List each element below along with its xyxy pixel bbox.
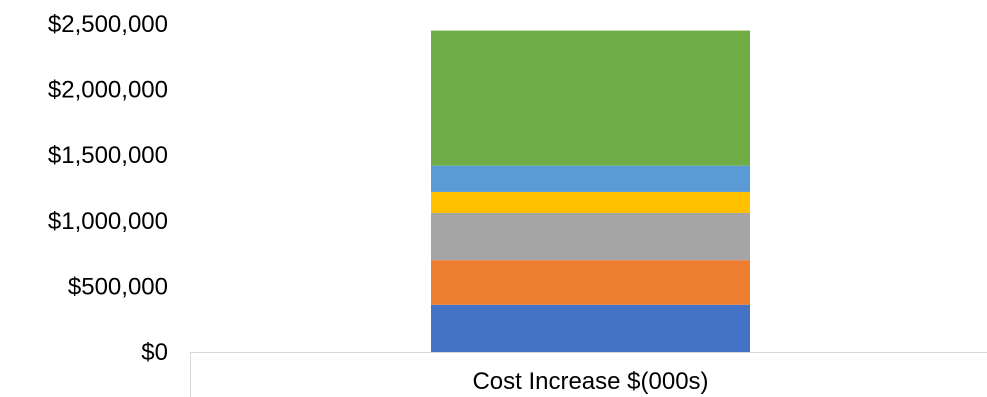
y-tick-label: $1,000,000 bbox=[48, 208, 168, 235]
bar-segment-3 bbox=[431, 212, 750, 261]
y-tick-label: $500,000 bbox=[68, 273, 168, 300]
bar-segment-2 bbox=[431, 260, 750, 305]
bar-segment-6 bbox=[431, 30, 750, 166]
y-tick-label: $1,500,000 bbox=[48, 142, 168, 169]
y-tick-label: $2,000,000 bbox=[48, 77, 168, 104]
x-category-label: Cost Increase $(000s) bbox=[472, 368, 708, 395]
bar-segment-1 bbox=[431, 304, 750, 352]
y-tick-label: $0 bbox=[141, 339, 168, 366]
y-tick-label: $2,500,000 bbox=[48, 11, 168, 38]
bar-segment-5 bbox=[431, 165, 750, 192]
bar-segment-4 bbox=[431, 191, 750, 213]
